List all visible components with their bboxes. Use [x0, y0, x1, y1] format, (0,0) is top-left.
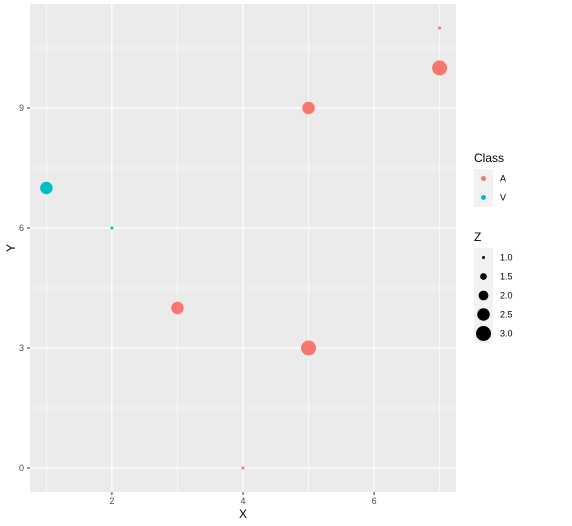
data-point: [241, 466, 245, 470]
legend-z-key: [482, 256, 485, 259]
data-points: [40, 26, 448, 470]
data-point: [171, 301, 184, 315]
major-gridlines: [30, 4, 456, 492]
legend-z: Z 1.0 1.5 2.0 2.5 3.0: [474, 230, 513, 343]
y-tick-label: 6: [19, 223, 24, 233]
data-point: [110, 226, 114, 230]
data-point: [432, 60, 448, 76]
x-tick-label: 6: [372, 496, 377, 506]
y-tick-label: 9: [19, 103, 24, 113]
legend-class-key: [481, 195, 486, 200]
legend-class: Class AV: [474, 151, 506, 207]
data-point: [40, 181, 53, 195]
legend-class-title: Class: [474, 151, 504, 165]
y-tick-label: 3: [19, 343, 24, 353]
data-point: [438, 26, 442, 30]
legend-z-label: 2.5: [500, 310, 513, 320]
legend-z-key: [476, 326, 491, 341]
legend-z-label: 3.0: [500, 329, 513, 339]
x-tick-label: 4: [240, 496, 245, 506]
legend-class-label: V: [500, 193, 506, 203]
legend-z-label: 2.0: [500, 291, 513, 301]
data-point: [302, 101, 315, 115]
x-axis-title: X: [239, 507, 247, 521]
y-tick-label: 0: [19, 463, 24, 473]
axis-ticks: 2 4 6 0 3 6 9: [19, 103, 377, 506]
legend-z-label: 1.0: [500, 253, 513, 263]
legend-z-title: Z: [474, 230, 481, 244]
legend-z-key: [480, 273, 487, 280]
legend-z-label: 1.5: [500, 272, 513, 282]
legend-z-key: [478, 290, 489, 301]
legend-class-key: [481, 176, 486, 181]
legend-class-label: A: [500, 174, 506, 184]
legend-z-key: [477, 308, 490, 321]
data-point: [301, 340, 317, 356]
x-tick-label: 2: [109, 496, 114, 506]
y-axis-title: Y: [4, 244, 18, 252]
